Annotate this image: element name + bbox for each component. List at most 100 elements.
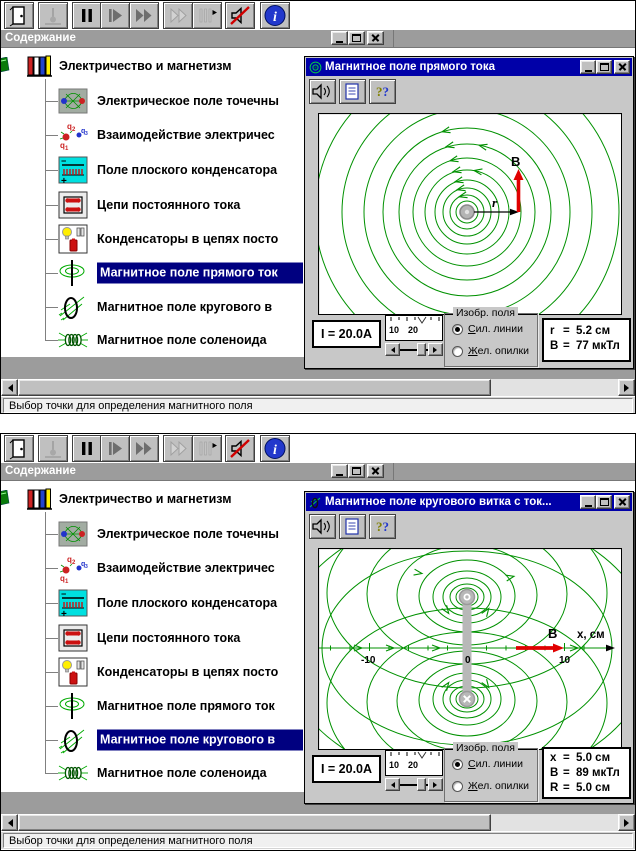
- tree-item-solenoid-field[interactable]: Магнитное поле соленоида: [1, 325, 635, 355]
- sim-window-straight-wire: Магнитное поле прямого тока ??: [304, 56, 634, 369]
- scrollbar-thumb[interactable]: [18, 814, 491, 831]
- sound-off-button[interactable]: [225, 2, 255, 29]
- close-button[interactable]: [367, 464, 384, 478]
- maximize-button[interactable]: [348, 31, 365, 45]
- exit-button[interactable]: [4, 2, 34, 29]
- text-button[interactable]: [339, 79, 366, 104]
- pendulum-icon: [45, 8, 61, 25]
- minimize-button[interactable]: [331, 464, 348, 478]
- slider-decrease-button[interactable]: [385, 343, 400, 356]
- slider-track[interactable]: [400, 784, 428, 786]
- frames-button[interactable]: [192, 435, 222, 462]
- maximize-button[interactable]: [596, 60, 612, 74]
- sound-button[interactable]: [309, 79, 336, 104]
- tree-item-circular-loop-field[interactable]: Магнитное поле кругового в: [1, 292, 635, 322]
- horizontal-scrollbar[interactable]: [1, 379, 635, 396]
- minimize-button[interactable]: [331, 31, 348, 45]
- fast-forward-button[interactable]: [129, 2, 159, 29]
- svg-text:q: q: [60, 141, 65, 150]
- scroll-right-button[interactable]: [618, 379, 635, 396]
- slider-increase-button[interactable]: [428, 343, 443, 356]
- step-button[interactable]: [100, 435, 130, 462]
- frames-button[interactable]: [192, 2, 222, 29]
- scroll-left-button[interactable]: [1, 379, 18, 396]
- radio-iron-filings[interactable]: Жел. опилки: [452, 780, 529, 792]
- svg-text:q: q: [67, 555, 72, 564]
- slider-thumb[interactable]: [417, 343, 426, 356]
- left-arrow-icon: [4, 818, 13, 827]
- tree-item-capacitors-dc[interactable]: Конденсаторы в цепях посто: [1, 657, 635, 687]
- wire-current-out: [458, 588, 476, 606]
- tree-item-straight-wire-field[interactable]: Магнитное поле прямого ток: [1, 691, 635, 721]
- tree-item-capacitor-field[interactable]: − + Поле плоского конденсатора: [1, 588, 635, 618]
- minimize-button[interactable]: [580, 495, 596, 509]
- point-charge-field-icon: [58, 88, 88, 114]
- radio-field-lines[interactable]: Сил. линии: [452, 323, 523, 335]
- minimize-button[interactable]: [580, 60, 596, 74]
- fast-forward-button[interactable]: [129, 435, 159, 462]
- slider-decrease-button[interactable]: [385, 778, 400, 791]
- maximize-button[interactable]: [596, 495, 612, 509]
- sound-off-button[interactable]: [225, 435, 255, 462]
- help-button[interactable]: ??: [369, 79, 396, 104]
- axis-tick-label: -10: [361, 655, 376, 666]
- capacitor-icon: −+: [58, 156, 88, 185]
- slider-increase-button[interactable]: [428, 778, 443, 791]
- tree-item-straight-wire-field[interactable]: Магнитное поле прямого ток: [1, 258, 635, 288]
- slider-track[interactable]: [400, 349, 428, 351]
- close-button[interactable]: [614, 60, 630, 74]
- current-slider: 10 20: [385, 750, 443, 792]
- radio-iron-filings[interactable]: Жел. опилки: [452, 345, 529, 357]
- scrollbar-thumb[interactable]: [18, 379, 491, 396]
- info-button[interactable]: i: [260, 435, 290, 462]
- maximize-button[interactable]: [348, 464, 365, 478]
- horizontal-scrollbar[interactable]: [1, 814, 635, 831]
- tree-item-solenoid-field[interactable]: Магнитное поле соленоида: [1, 758, 635, 788]
- close-button[interactable]: [367, 31, 384, 45]
- slider-thumb[interactable]: [417, 778, 426, 791]
- selected-tree-item-label: Магнитное поле прямого ток: [97, 262, 303, 284]
- svg-text:3: 3: [85, 564, 88, 570]
- scroll-left-button[interactable]: [1, 814, 18, 831]
- tree-item-dc-circuits[interactable]: Цепи постоянного тока: [1, 190, 635, 220]
- field-plot-straight-wire[interactable]: r B: [318, 113, 622, 315]
- experiment-button[interactable]: [38, 435, 68, 462]
- minimize-icon: [584, 504, 592, 507]
- tree-item-point-charge-field[interactable]: Электрическое поле точечны: [1, 519, 635, 549]
- tree-root-electricity[interactable]: Электричество и магнетизм: [1, 485, 635, 513]
- double-arrow-icon: [170, 440, 187, 457]
- close-button[interactable]: [614, 495, 630, 509]
- skip-button[interactable]: [163, 435, 193, 462]
- contents-titlebar[interactable]: Содержание: [1, 30, 635, 48]
- sim-window-titlebar[interactable]: Магнитное поле прямого тока: [306, 58, 632, 76]
- skip-button[interactable]: [163, 2, 193, 29]
- main-toolbar: i: [1, 434, 635, 463]
- experiment-button[interactable]: [38, 2, 68, 29]
- sim-window-titlebar[interactable]: Магнитное поле кругового витка с ток...: [306, 493, 632, 511]
- radio-field-lines[interactable]: Сил. линии: [452, 758, 523, 770]
- sound-button[interactable]: [309, 514, 336, 539]
- field-plot-circular-loop[interactable]: -10 0 10 B x, см: [318, 548, 622, 750]
- tree-root-electricity[interactable]: Электричество и магнетизм: [1, 52, 635, 80]
- scroll-right-button[interactable]: [618, 814, 635, 831]
- pause-button[interactable]: [72, 435, 102, 462]
- contents-title: Содержание: [5, 32, 76, 44]
- pause-button[interactable]: [72, 2, 102, 29]
- exit-button[interactable]: [4, 435, 34, 462]
- left-arrow-icon: [4, 383, 13, 392]
- divider: [393, 30, 394, 48]
- help-button[interactable]: ??: [369, 514, 396, 539]
- tree-item-point-charge-field[interactable]: Электрическое поле точечны: [1, 86, 635, 116]
- tree-item-circular-loop-field[interactable]: Магнитное поле кругового в: [1, 725, 635, 755]
- tree-item-dc-circuits[interactable]: Цепи постоянного тока: [1, 623, 635, 653]
- info-button[interactable]: i: [260, 2, 290, 29]
- step-button[interactable]: [100, 2, 130, 29]
- contents-titlebar[interactable]: Содержание: [1, 463, 635, 481]
- svg-text:1: 1: [65, 579, 69, 583]
- speaker-icon: [312, 518, 330, 535]
- tree-item-capacitor-field[interactable]: − + Поле плоского конденсатора: [1, 155, 635, 185]
- text-button[interactable]: [339, 514, 366, 539]
- tree-item-capacitors-dc[interactable]: Конденсаторы в цепях посто: [1, 224, 635, 254]
